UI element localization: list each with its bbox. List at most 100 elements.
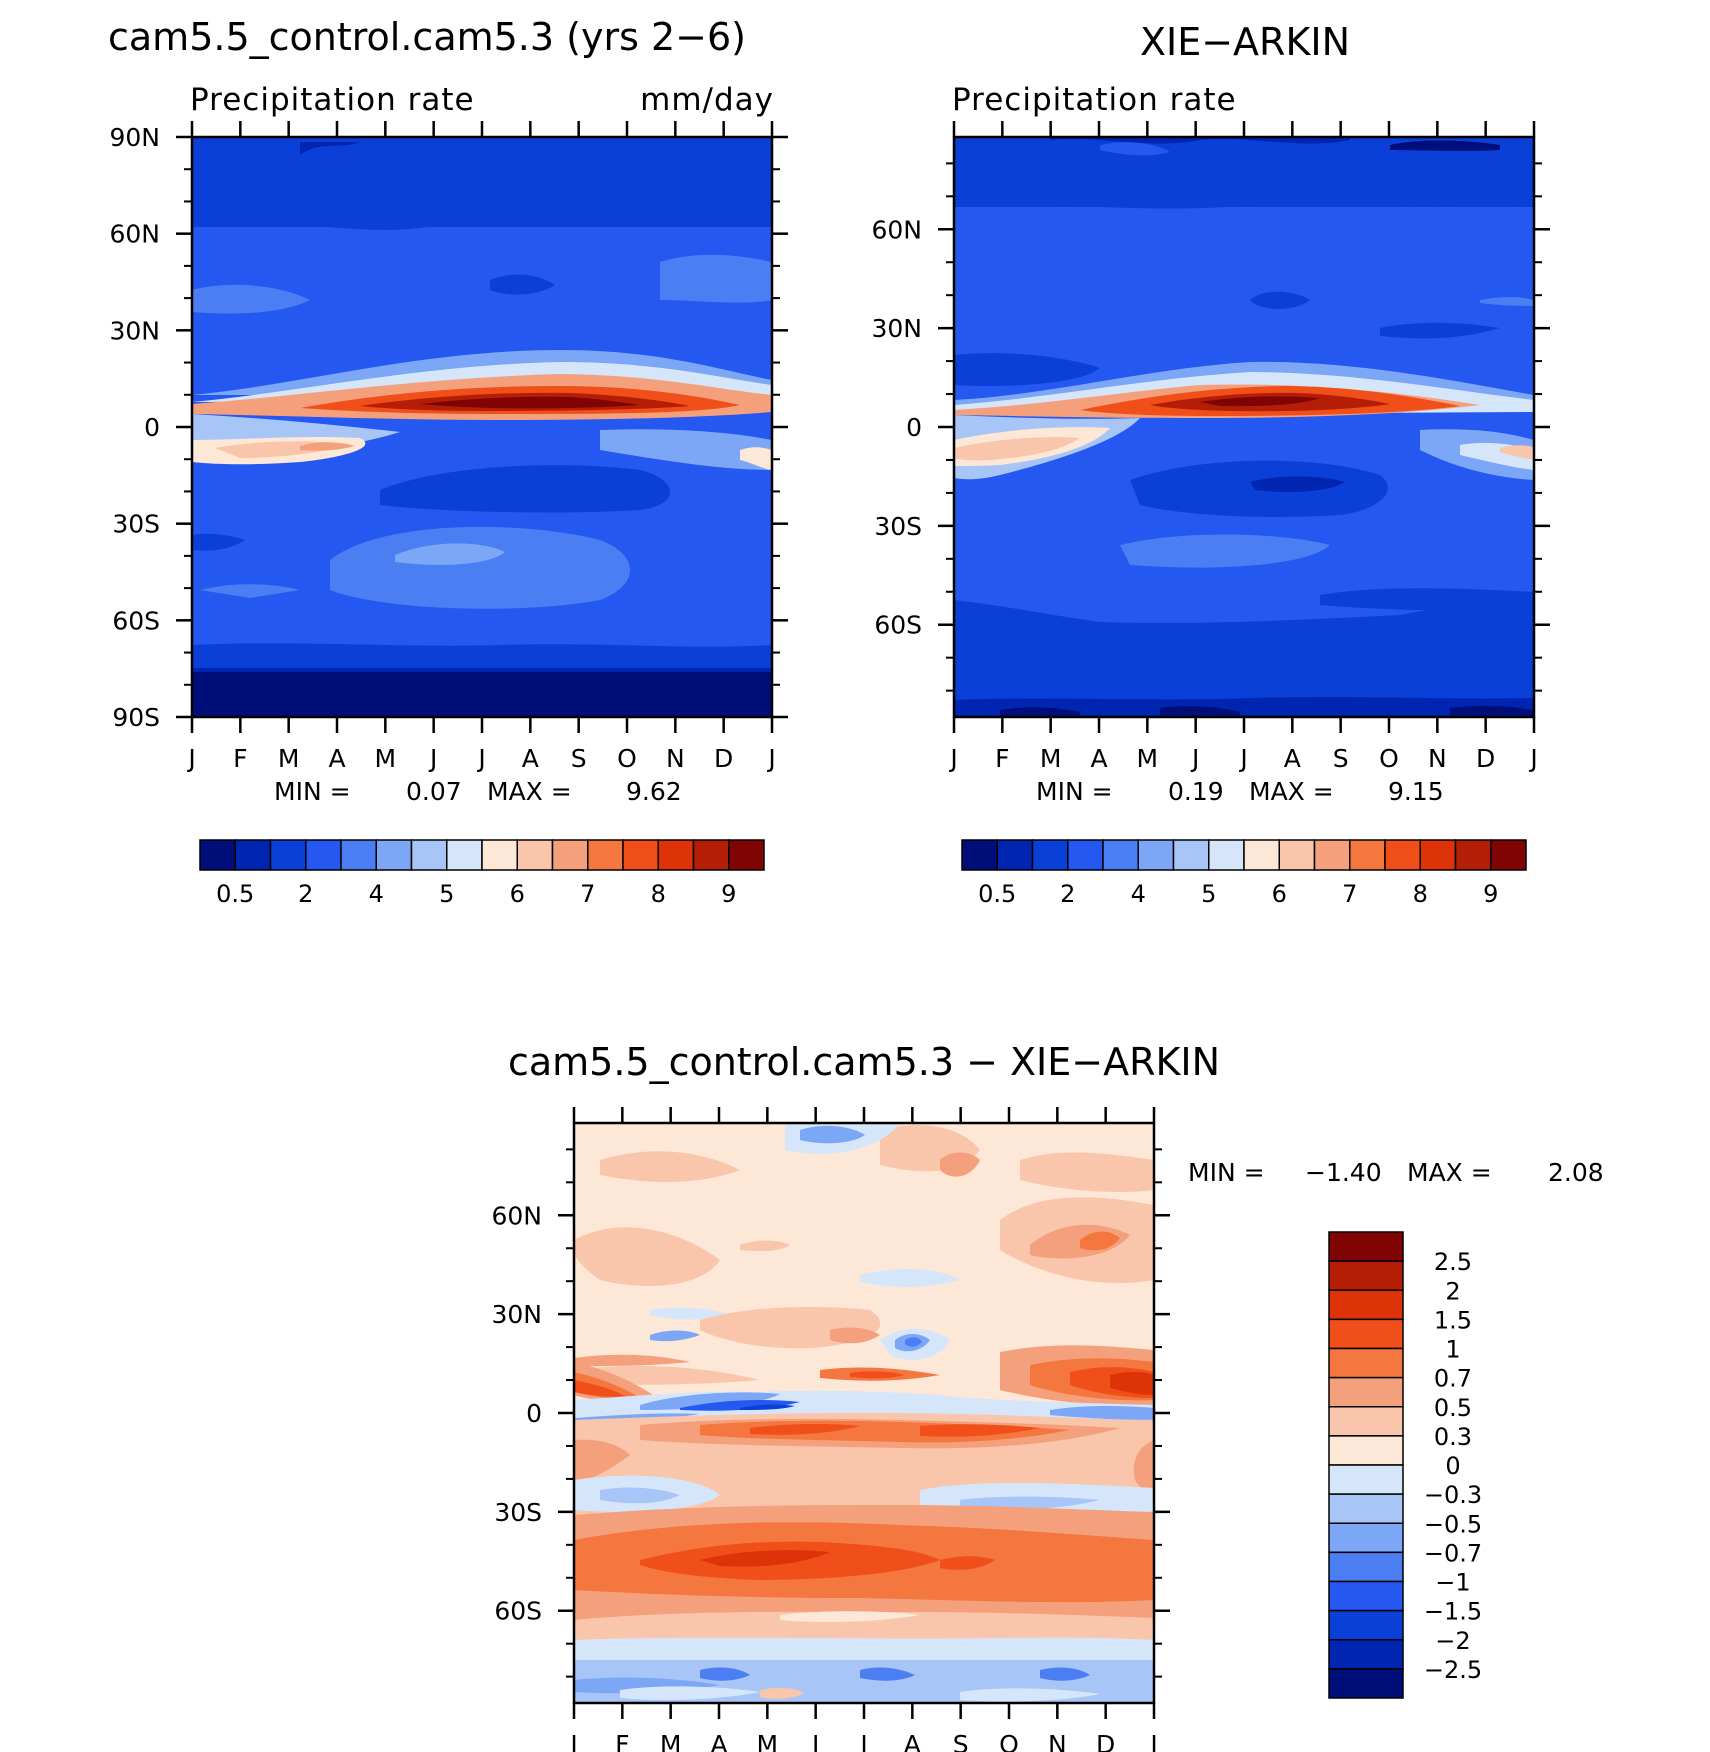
model-x-tick-label: A [328,744,345,773]
model-colorbar-label: 4 [369,880,384,908]
model-colorbar-box [622,839,659,871]
diff-x-tick-label: N [1048,1730,1067,1752]
panel-model-colorbar: 0.5 2 4 5 6 7 8 9 [199,839,765,908]
obs-colorbar-box [1243,839,1280,871]
model-colorbar-box [234,839,272,871]
model-y-tick-label: 60N [109,220,160,249]
model-colorbar-box [587,839,624,871]
model-colorbar-box [410,839,448,871]
model-x-tick-label: F [233,744,247,773]
obs-colorbar-label: 2 [1060,880,1075,908]
obs-x-tick-label: N [1428,744,1447,773]
model-colorbar-label: 5 [439,880,454,908]
panel-obs-title: XIE−ARKIN [1140,20,1350,64]
panel-obs-max-label: MAX = [1249,777,1334,806]
diff-colorbar-box [1328,1493,1404,1524]
model-x-tick-label: A [522,744,539,773]
obs-colorbar-label: 7 [1342,880,1357,908]
model-x-tick-label: D [714,744,733,773]
panel-obs-min-value: 0.19 [1168,777,1224,806]
model-colorbar-label: 6 [510,880,525,908]
diff-x-tick-label: J [568,1730,577,1752]
diff-colorbar-label: −0.7 [1424,1539,1482,1567]
obs-colorbar-label: 8 [1413,880,1428,908]
model-x-tick-label: J [428,744,437,773]
diff-colorbar-box [1328,1260,1404,1291]
panel-obs: XIE−ARKIN Precipitation rate [871,20,1550,908]
diff-x-tick-label: J [1148,1730,1157,1752]
diff-x-tick-label: A [710,1730,727,1752]
diff-x-tick-label: J [810,1730,819,1752]
panel-model-subtitle: Precipitation rate [190,82,475,118]
model-y-tick-label: 90N [109,123,160,152]
obs-x-tick-label: S [1333,744,1349,773]
obs-x-tick-label: F [995,744,1009,773]
model-colorbar-label: 0.5 [216,880,254,908]
panel-model-field [192,137,772,717]
obs-colorbar-box [996,839,1034,871]
diff-colorbar-box [1328,1435,1404,1466]
panel-diff: cam5.5_control.cam5.3 − XIE−ARKIN [491,1040,1603,1752]
model-colorbar-box [305,839,342,871]
diff-colorbar-box [1328,1289,1404,1321]
diff-colorbar-box [1328,1376,1404,1408]
model-colorbar-box [516,839,554,871]
diff-x-tick-label: F [615,1730,629,1752]
diff-y-tick-label: 30N [491,1300,542,1329]
diff-colorbar-box [1328,1231,1404,1262]
diff-x-tick-label: D [1096,1730,1115,1752]
panel-diff-max-value: 2.08 [1548,1158,1604,1187]
obs-y-tick-label: 30S [874,512,922,541]
obs-x-tick-label: J [1528,744,1537,773]
panel-model-max-label: MAX = [487,777,572,806]
obs-colorbar-box [1384,839,1421,871]
obs-x-tick-label: O [1379,744,1399,773]
diff-x-tick-label: M [660,1730,682,1752]
obs-x-tick-label: J [1238,744,1247,773]
panel-diff-min-label: MIN = [1188,1158,1265,1187]
diff-colorbar-label: 0.7 [1434,1365,1472,1393]
obs-x-tick-label: A [1090,744,1107,773]
obs-colorbar-label: 0.5 [978,880,1016,908]
panel-obs-max-value: 9.15 [1388,777,1444,806]
obs-colorbar-label: 6 [1272,880,1287,908]
model-colorbar-box [692,839,730,871]
diff-colorbar-box [1328,1551,1404,1583]
obs-colorbar-box [1278,839,1316,871]
obs-y-tick-label: 60N [871,215,922,244]
obs-colorbar-box [961,839,998,871]
model-colorbar-box [340,839,377,871]
diff-colorbar-label: −1 [1435,1569,1470,1597]
panel-diff-axes: J F M A M J J A S O N D J 60N 30N 0 30S 60S [491,1107,1170,1752]
model-colorbar-label: 8 [651,880,666,908]
diff-colorbar-label: −2 [1435,1627,1470,1655]
obs-colorbar-box [1313,839,1351,871]
model-colorbar-label: 7 [580,880,595,908]
model-x-tick-label: N [666,744,685,773]
obs-colorbar-box [1102,839,1139,871]
obs-y-tick-label: 60S [874,611,922,640]
panel-diff-title: cam5.5_control.cam5.3 − XIE−ARKIN [508,1040,1220,1084]
obs-colorbar-label: 4 [1131,880,1146,908]
model-colorbar-box [657,839,695,871]
model-colorbar-box [446,839,483,871]
obs-x-tick-label: J [1190,744,1199,773]
panel-obs-colorbar: 0.5 2 4 5 6 7 8 9 [961,839,1527,908]
panel-model-max-value: 9.62 [626,777,682,806]
diff-x-tick-label: O [999,1730,1019,1752]
diff-x-tick-label: M [757,1730,779,1752]
diff-colorbar-label: 1 [1445,1336,1460,1364]
model-colorbar-label: 2 [298,880,313,908]
panel-model-min-value: 0.07 [406,777,462,806]
diff-colorbar-box [1328,1522,1404,1554]
model-colorbar-box [551,839,589,871]
obs-x-tick-label: J [948,744,957,773]
model-y-tick-label: 30S [112,510,160,539]
model-x-tick-label: J [186,744,195,773]
diff-colorbar-box [1328,1639,1404,1670]
diff-y-tick-label: 0 [526,1399,542,1428]
panel-diff-field [574,1123,1154,1703]
diff-colorbar-box [1328,1464,1404,1495]
obs-colorbar-box [1349,839,1386,871]
obs-colorbar-box [1419,839,1457,871]
